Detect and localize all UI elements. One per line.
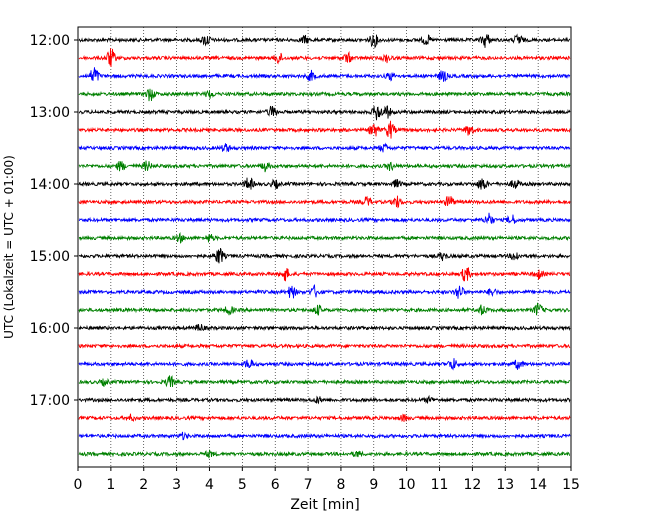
trace-line [78,177,571,190]
trace-line [78,33,571,49]
y-tick-label: 17:00 [30,393,70,409]
trace-line [78,449,570,459]
trace-line [78,88,571,102]
x-tick-label: 13 [496,477,514,493]
trace-line [78,431,571,441]
x-tick-label: 10 [398,477,416,493]
trace-line [78,375,571,388]
x-tick-label: 12 [463,477,481,493]
trace-line [78,120,571,139]
x-tick-label: 9 [369,477,378,493]
trace-line [78,247,571,264]
trace-line [78,195,571,209]
x-tick-label: 2 [139,477,148,493]
trace-line [78,358,570,371]
plot-frame [77,26,572,468]
trace-line [78,413,571,423]
x-tick-label: 11 [431,477,449,493]
trace-line [78,342,571,350]
trace-line [78,394,571,405]
x-tick-label: 0 [74,477,83,493]
y-tick-label: 16:00 [30,321,70,337]
x-tick-label: 1 [106,477,115,493]
x-axis-label: Zeit [min] [290,497,359,513]
x-tick-label: 7 [304,477,313,493]
y-tick-label: 13:00 [30,105,70,121]
y-axis-label: UTC (Lokalzeit = UTC + 01:00) [2,155,16,339]
trace-line [78,142,571,153]
trace-line [78,302,571,316]
trace-line [78,160,571,173]
seismogram-traces [78,33,571,459]
trace-line [78,267,571,282]
y-tick-label: 14:00 [30,177,70,193]
x-tick-label: 8 [336,477,345,493]
y-axis: 12:00 13:00 14:00 15:00 16:00 17:00 [30,33,78,409]
x-tick-label: 14 [529,477,547,493]
x-tick-label: 15 [562,477,580,493]
x-tick-label: 4 [205,477,214,493]
y-tick-label: 12:00 [30,33,70,49]
x-tick-label: 6 [271,477,280,493]
trace-line [78,67,571,83]
trace-line [78,48,571,68]
trace-line [78,324,571,332]
x-tick-label: 5 [238,477,247,493]
trace-line [78,212,571,225]
x-tick-label: 3 [172,477,181,493]
trace-line [78,105,571,121]
trace-line [78,284,571,299]
minute-grid [110,27,539,467]
y-tick-label: 15:00 [30,249,70,265]
x-axis: 0 1 2 3 4 5 6 7 8 9 10 11 12 13 14 15 [74,467,580,493]
trace-line [78,231,571,244]
